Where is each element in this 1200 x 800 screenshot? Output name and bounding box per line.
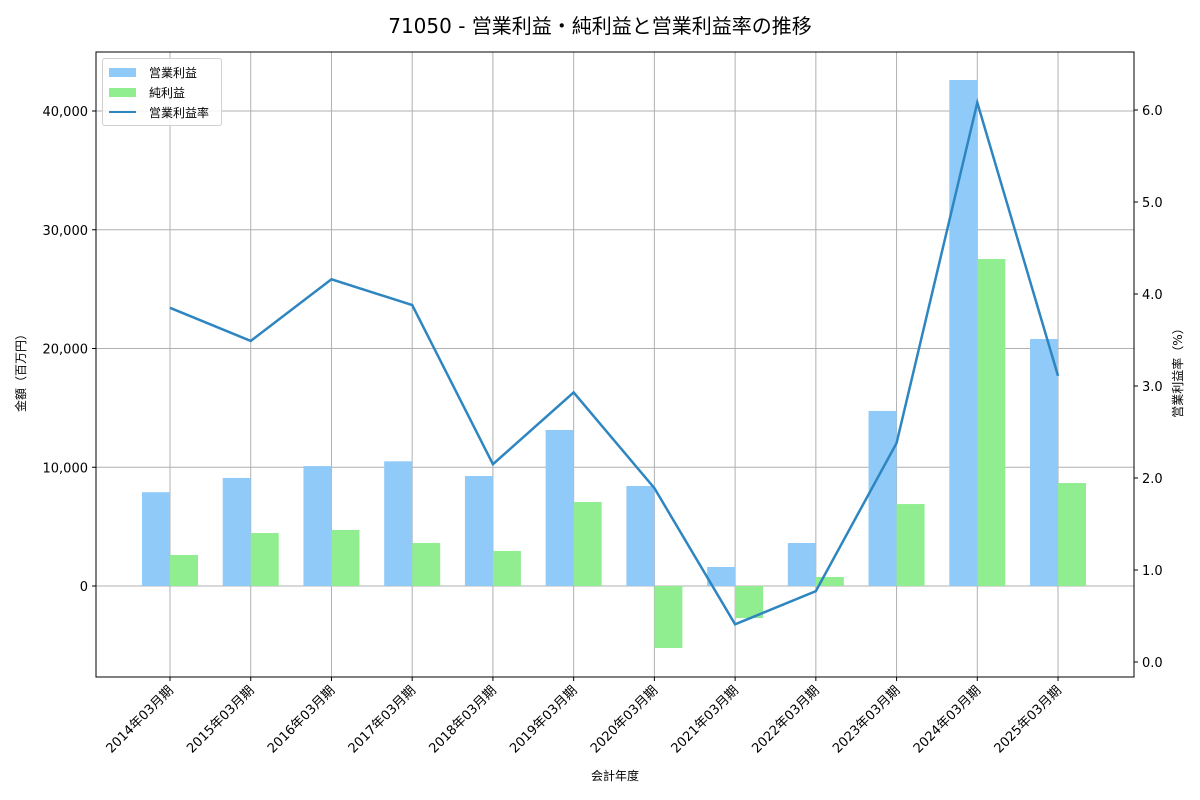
- bar-net-profit: [573, 502, 602, 586]
- bar-series: [142, 80, 1087, 648]
- left-y-axis-label: 金額（百万円）: [13, 328, 28, 412]
- x-tick-label: 2016年03月期: [265, 683, 338, 756]
- legend-swatch-operating-profit: [109, 67, 136, 77]
- bar-operating-profit: [1030, 339, 1059, 586]
- bar-net-profit: [412, 543, 441, 586]
- x-tick-label: 2015年03月期: [184, 683, 257, 756]
- right-tick-label: 2.0: [1142, 472, 1163, 487]
- left-tick-label: 10,000: [43, 461, 89, 476]
- bar-net-profit: [250, 533, 279, 586]
- bar-net-profit: [815, 576, 844, 586]
- left-tick-label: 0: [80, 580, 88, 595]
- bar-net-profit: [1058, 483, 1087, 586]
- right-tick-label: 1.0: [1142, 564, 1163, 579]
- x-tick-label: 2017年03月期: [346, 683, 419, 756]
- x-tick-label: 2024年03月期: [911, 683, 984, 756]
- x-tick-label: 2023年03月期: [830, 683, 903, 756]
- right-tick-label: 6.0: [1142, 104, 1163, 119]
- x-tick-label: 2020年03月期: [588, 683, 661, 756]
- right-tick-label: 3.0: [1142, 380, 1163, 395]
- bar-operating-profit: [142, 492, 170, 586]
- right-tick-label: 0.0: [1142, 656, 1163, 671]
- bar-operating-profit: [464, 476, 493, 586]
- bar-operating-profit: [626, 486, 655, 586]
- x-axis-label: 会計年度: [591, 768, 639, 783]
- bar-operating-profit: [303, 466, 332, 586]
- left-tick-label: 20,000: [43, 343, 89, 358]
- bar-net-profit: [896, 504, 925, 586]
- left-tick-label: 30,000: [43, 224, 89, 239]
- bar-operating-profit: [949, 80, 978, 586]
- legend-item-net-profit: 純利益: [109, 83, 185, 101]
- right-y-axis-label: 営業利益率（%）: [1170, 322, 1185, 417]
- right-tick-label: 4.0: [1142, 288, 1163, 303]
- bar-operating-profit: [868, 410, 897, 586]
- x-tick-label: 2018年03月期: [426, 683, 499, 756]
- left-y-axis: 0 10,000 20,000 30,000 40,000: [43, 105, 96, 595]
- x-tick-label: 2019年03月期: [507, 683, 580, 756]
- bar-net-profit: [492, 550, 521, 586]
- bar-net-profit: [735, 586, 764, 619]
- line-operating-margin: [169, 97, 1060, 626]
- bar-net-profit: [170, 555, 198, 586]
- legend-label: 純利益: [149, 85, 186, 100]
- right-y-axis: 0.0 1.0 2.0 3.0 4.0 5.0 6.0: [1134, 104, 1163, 671]
- legend-label: 営業利益率: [149, 105, 210, 120]
- bar-net-profit: [977, 258, 1006, 586]
- bar-operating-profit: [384, 461, 413, 586]
- legend-item-operating-margin: 営業利益率: [109, 103, 209, 121]
- bar-net-profit: [654, 586, 683, 648]
- chart-title: 71050 - 営業利益・純利益と営業利益率の推移: [388, 14, 812, 38]
- legend-label: 営業利益: [149, 65, 198, 80]
- legend-item-operating-profit: 営業利益: [109, 63, 197, 81]
- bar-operating-profit: [222, 477, 251, 586]
- x-tick-label: 2022年03月期: [749, 683, 822, 756]
- left-tick-label: 40,000: [43, 105, 89, 120]
- x-tick-label: 2025年03月期: [992, 683, 1065, 756]
- x-tick-label: 2014年03月期: [104, 683, 177, 756]
- legend-line-operating-margin: [109, 111, 136, 113]
- legend: 営業利益 純利益 営業利益率: [102, 58, 222, 126]
- x-axis: 2014年03月期 2015年03月期 2016年03月期 2017年03月期 2018…: [104, 677, 1065, 757]
- x-tick-label: 2021年03月期: [669, 683, 742, 756]
- bar-net-profit: [331, 529, 360, 586]
- plot-frame: [95, 51, 1135, 678]
- right-tick-label: 5.0: [1142, 196, 1163, 211]
- legend-swatch-net-profit: [109, 87, 136, 97]
- bar-operating-profit: [545, 429, 574, 586]
- line-series: [169, 97, 1060, 626]
- bar-operating-profit: [787, 543, 816, 586]
- bar-operating-profit: [707, 567, 736, 586]
